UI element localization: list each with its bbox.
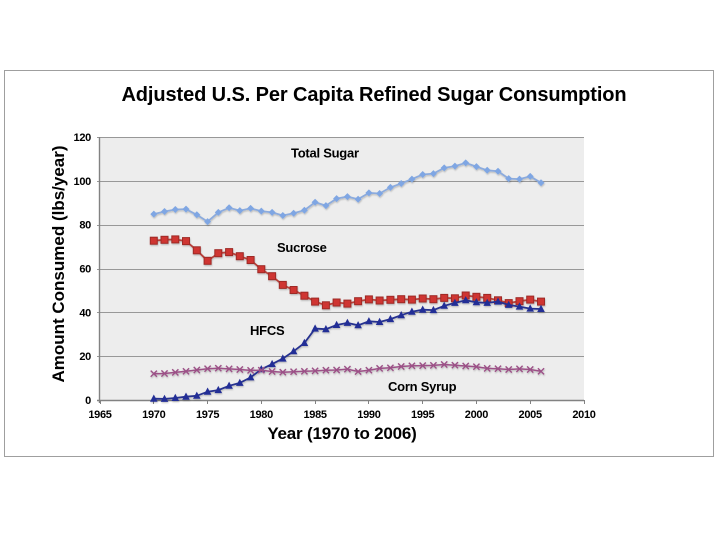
svg-text:HFCS: HFCS bbox=[250, 323, 285, 338]
svg-text:80: 80 bbox=[79, 220, 91, 232]
svg-text:20: 20 bbox=[79, 351, 91, 363]
svg-text:1990: 1990 bbox=[357, 409, 380, 421]
svg-text:Corn Syrup: Corn Syrup bbox=[388, 379, 457, 394]
svg-text:2000: 2000 bbox=[465, 409, 488, 421]
svg-text:0: 0 bbox=[85, 395, 91, 407]
svg-text:1980: 1980 bbox=[250, 409, 273, 421]
svg-text:60: 60 bbox=[79, 264, 91, 276]
svg-text:2010: 2010 bbox=[572, 409, 595, 421]
svg-text:Sucrose: Sucrose bbox=[277, 240, 327, 255]
svg-text:2005: 2005 bbox=[519, 409, 542, 421]
svg-text:100: 100 bbox=[74, 176, 92, 188]
svg-text:1975: 1975 bbox=[196, 409, 219, 421]
svg-text:Adjusted U.S. Per Capita Refin: Adjusted U.S. Per Capita Refined Sugar C… bbox=[121, 84, 626, 106]
svg-text:Year (1970 to 2006): Year (1970 to 2006) bbox=[267, 424, 416, 443]
svg-text:120: 120 bbox=[74, 132, 92, 144]
svg-text:Total Sugar: Total Sugar bbox=[291, 146, 359, 161]
svg-text:1970: 1970 bbox=[142, 409, 165, 421]
svg-text:1995: 1995 bbox=[411, 409, 434, 421]
svg-text:1985: 1985 bbox=[303, 409, 326, 421]
svg-text:40: 40 bbox=[79, 307, 91, 319]
svg-text:1965: 1965 bbox=[88, 409, 111, 421]
svg-text:Amount Consumed (lbs/year): Amount Consumed (lbs/year) bbox=[49, 145, 68, 382]
